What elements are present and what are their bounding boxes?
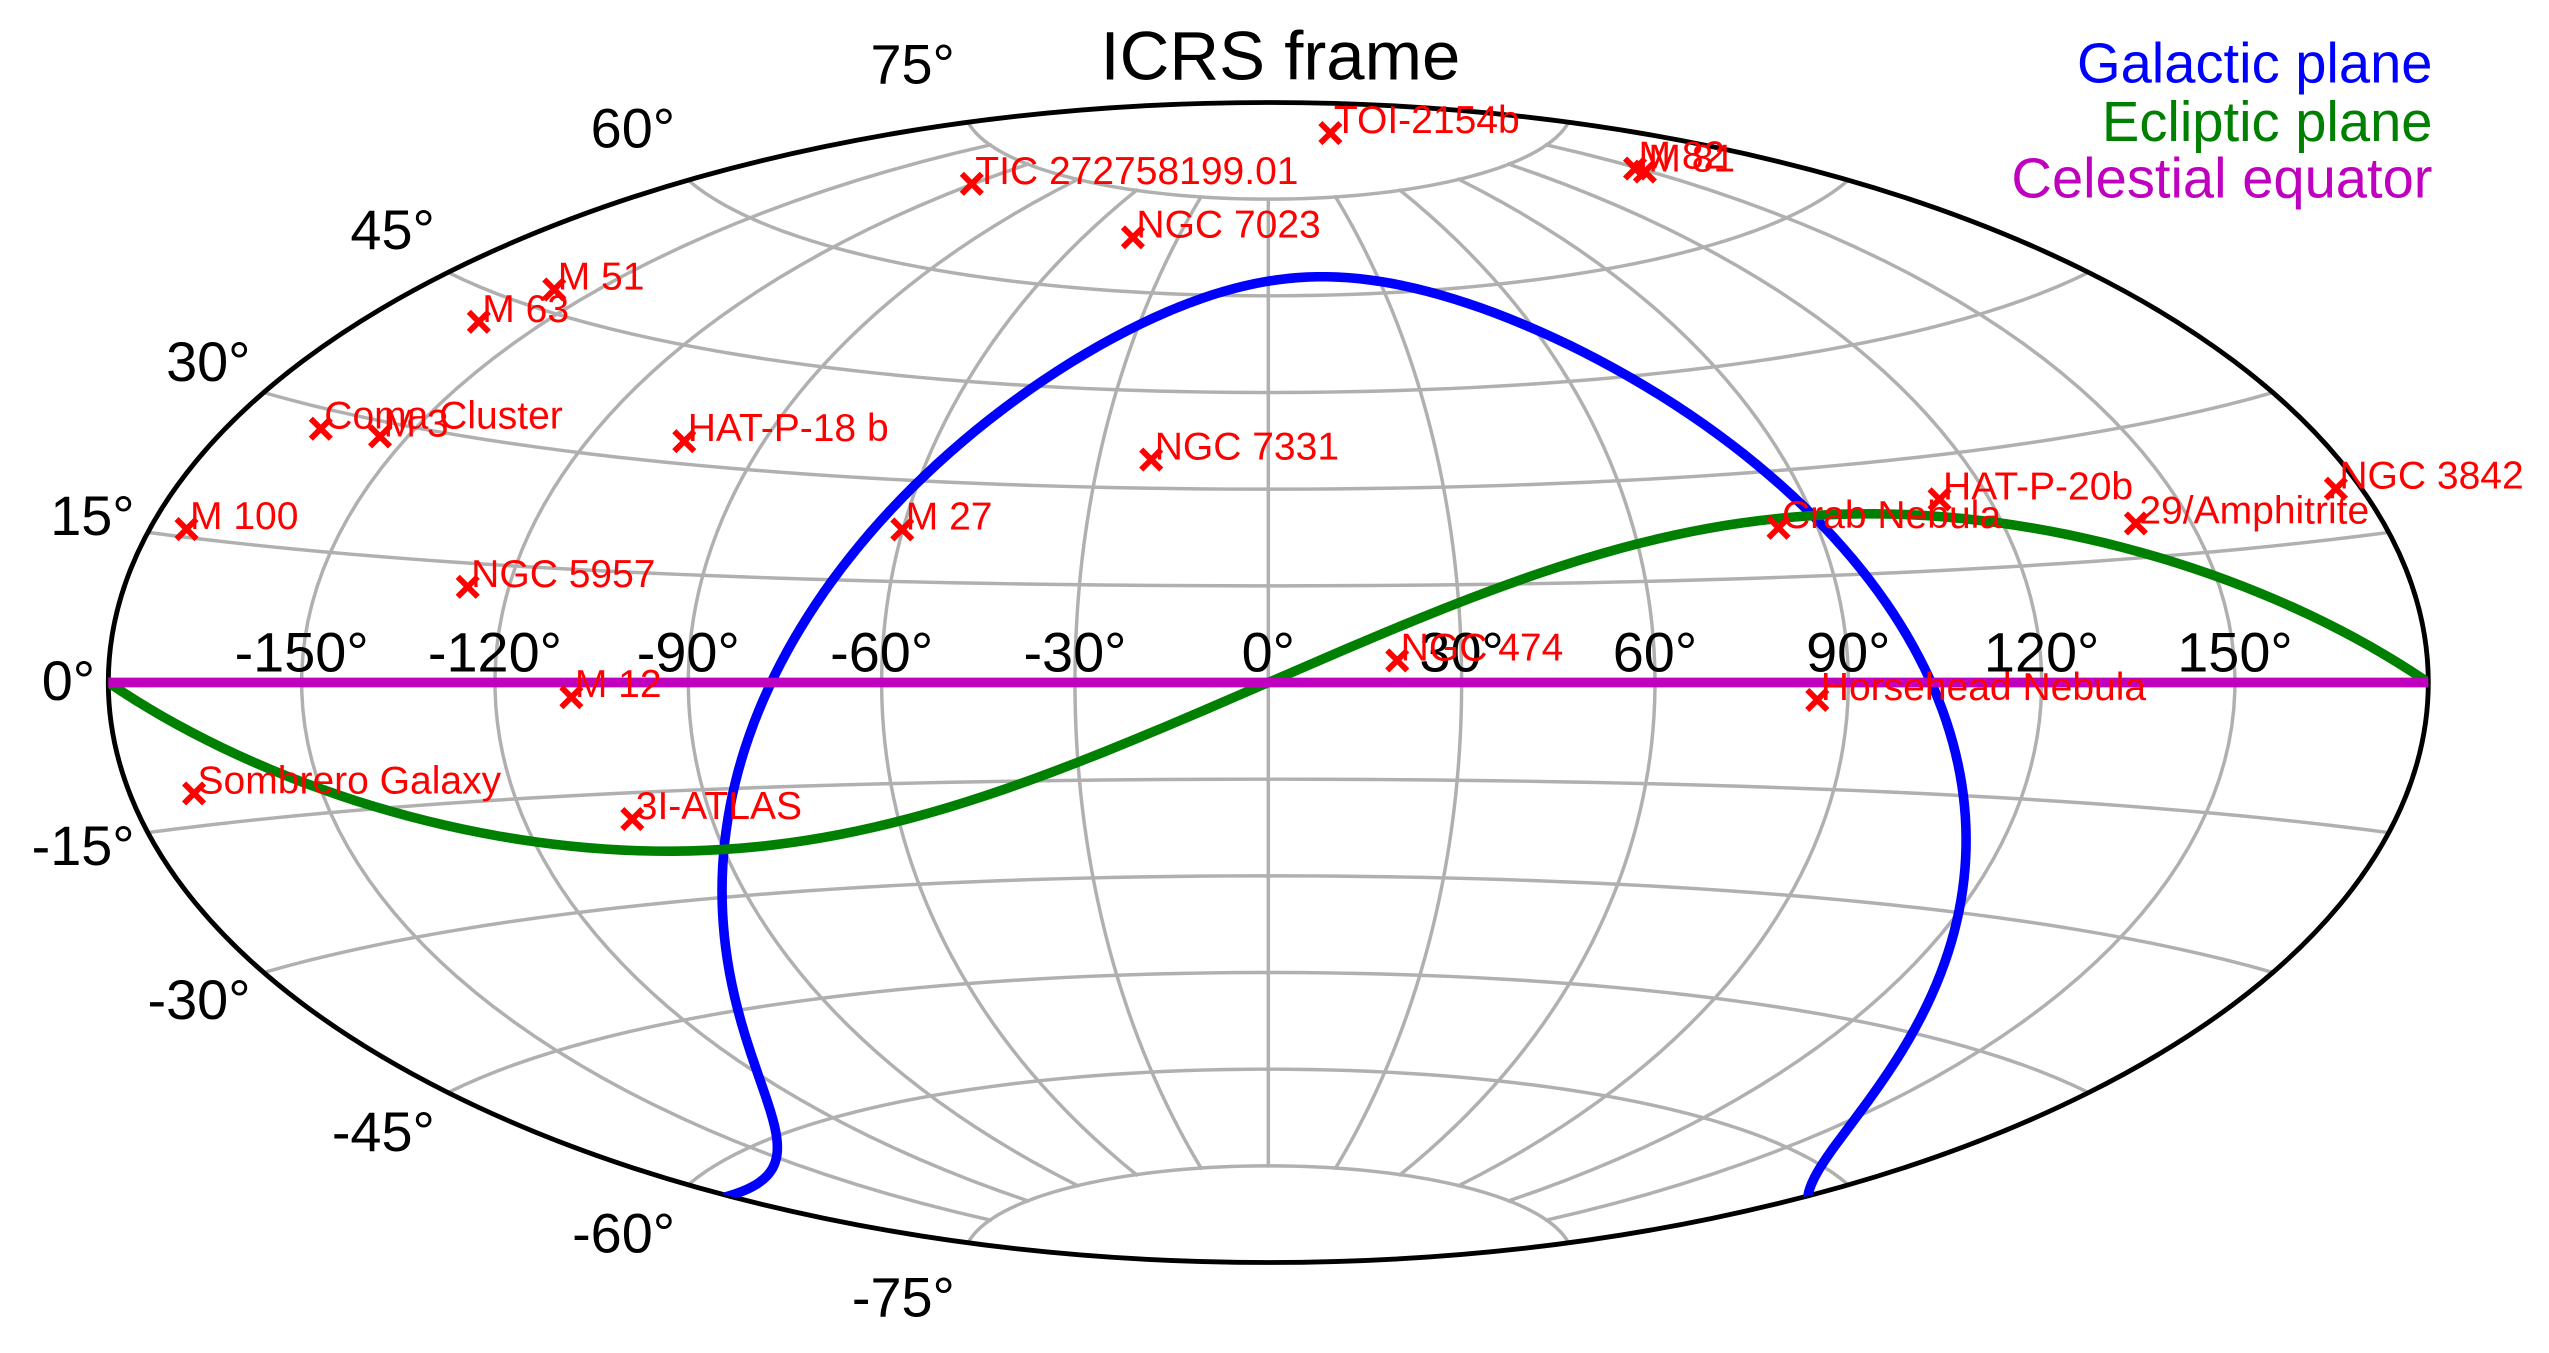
svg-text:M 3: M 3	[384, 402, 449, 445]
svg-text:TIC 272758199.01: TIC 272758199.01	[975, 150, 1298, 193]
svg-text:Galactic plane: Galactic plane	[2077, 31, 2433, 94]
svg-text:-120°: -120°	[428, 620, 562, 683]
svg-text:75°: 75°	[870, 33, 954, 96]
svg-text:-90°: -90°	[637, 620, 740, 683]
svg-text:NGC 474: NGC 474	[1401, 626, 1564, 669]
svg-text:Ecliptic plane: Ecliptic plane	[2102, 90, 2433, 153]
svg-text:M 81: M 81	[1648, 138, 1735, 181]
svg-text:90°: 90°	[1806, 620, 1890, 683]
svg-text:M 100: M 100	[190, 495, 298, 538]
svg-text:-75°: -75°	[852, 1265, 955, 1328]
svg-text:M 63: M 63	[482, 288, 569, 331]
svg-text:15°: 15°	[50, 484, 134, 547]
svg-text:NGC 7331: NGC 7331	[1155, 426, 1339, 469]
svg-text:60°: 60°	[591, 96, 675, 159]
svg-text:M 51: M 51	[558, 255, 645, 298]
svg-text:-30°: -30°	[148, 968, 251, 1031]
svg-text:Coma Cluster: Coma Cluster	[324, 395, 563, 438]
svg-text:60°: 60°	[1613, 620, 1697, 683]
svg-text:120°: 120°	[1984, 620, 2099, 683]
svg-text:30°: 30°	[1419, 620, 1503, 683]
svg-text:150°: 150°	[2177, 620, 2292, 683]
svg-text:HAT-P-18 b: HAT-P-18 b	[688, 407, 889, 450]
svg-text:-30°: -30°	[1023, 620, 1126, 683]
svg-text:Sombrero Galaxy: Sombrero Galaxy	[198, 759, 502, 802]
svg-text:-60°: -60°	[572, 1202, 675, 1265]
svg-text:Horsehead Nebula: Horsehead Nebula	[1821, 666, 2147, 709]
svg-text:TOI-2154b: TOI-2154b	[1334, 99, 1520, 142]
svg-text:NGC 5957: NGC 5957	[471, 553, 655, 596]
svg-text:M 27: M 27	[906, 495, 993, 538]
svg-text:30°: 30°	[166, 330, 250, 393]
svg-text:29/Amphitrite: 29/Amphitrite	[2139, 489, 2369, 532]
svg-text:-15°: -15°	[32, 814, 135, 877]
svg-text:-150°: -150°	[235, 620, 369, 683]
svg-text:M 82: M 82	[1639, 135, 1726, 178]
svg-text:NGC 7023: NGC 7023	[1136, 203, 1320, 246]
svg-text:M 12: M 12	[575, 663, 662, 706]
svg-text:45°: 45°	[350, 198, 434, 261]
svg-text:3I-ATLAS: 3I-ATLAS	[636, 785, 802, 828]
svg-text:HAT-P-20b: HAT-P-20b	[1943, 465, 2133, 508]
svg-text:NGC 3842: NGC 3842	[2339, 455, 2523, 498]
svg-text:0°: 0°	[42, 649, 95, 712]
svg-text:Crab Nebula: Crab Nebula	[1782, 494, 2001, 537]
svg-text:-60°: -60°	[830, 620, 933, 683]
svg-text:-45°: -45°	[332, 1100, 435, 1163]
svg-text:Celestial equator: Celestial equator	[2011, 147, 2432, 210]
svg-text:ICRS frame: ICRS frame	[1101, 18, 1461, 95]
